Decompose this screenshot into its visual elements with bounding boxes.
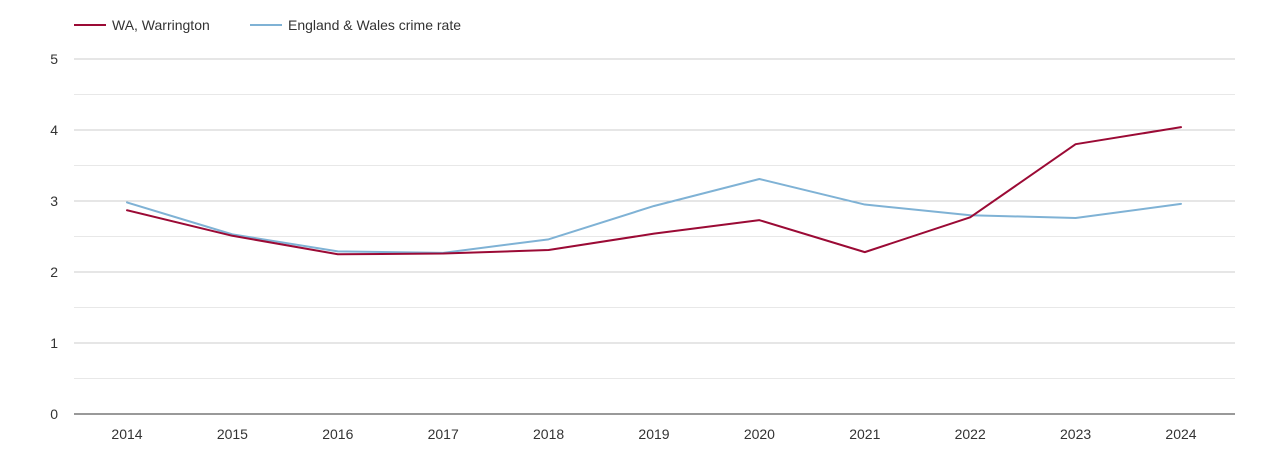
x-tick-label: 2017 [428,426,459,442]
y-tick-label: 4 [50,122,58,138]
y-tick-label: 3 [50,193,58,209]
series-line-0[interactable] [126,126,1182,256]
legend-label-england-wales: England & Wales crime rate [288,17,461,33]
x-tick-label: 2024 [1165,426,1196,442]
x-tick-label: 2018 [533,426,564,442]
y-tick-labels: 0 1 2 3 4 5 [50,51,58,422]
x-tick-label: 2019 [638,426,669,442]
x-tick-label: 2016 [322,426,353,442]
x-tick-label: 2020 [744,426,775,442]
y-tick-label: 5 [50,51,58,67]
y-tick-label: 1 [50,335,58,351]
x-tick-label: 2015 [217,426,248,442]
series-line-1[interactable] [126,177,1182,254]
y-tick-label: 0 [50,406,58,422]
legend-item-england-wales[interactable]: England & Wales crime rate [250,17,461,33]
x-tick-labels: 2014 2015 2016 2017 2018 2019 2020 2021 2022 2023… [111,426,1196,442]
legend-label-warrington: WA, Warrington [112,17,210,33]
x-tick-label: 2022 [955,426,986,442]
legend-item-warrington[interactable]: WA, Warrington [74,17,210,33]
x-tick-label: 2014 [111,426,142,442]
series [126,126,1182,256]
legend: WA, Warrington England & Wales crime rat… [74,17,461,33]
y-tick-label: 2 [50,264,58,280]
grid [74,58,1235,379]
x-tick-label: 2021 [849,426,880,442]
x-tick-label: 2023 [1060,426,1091,442]
